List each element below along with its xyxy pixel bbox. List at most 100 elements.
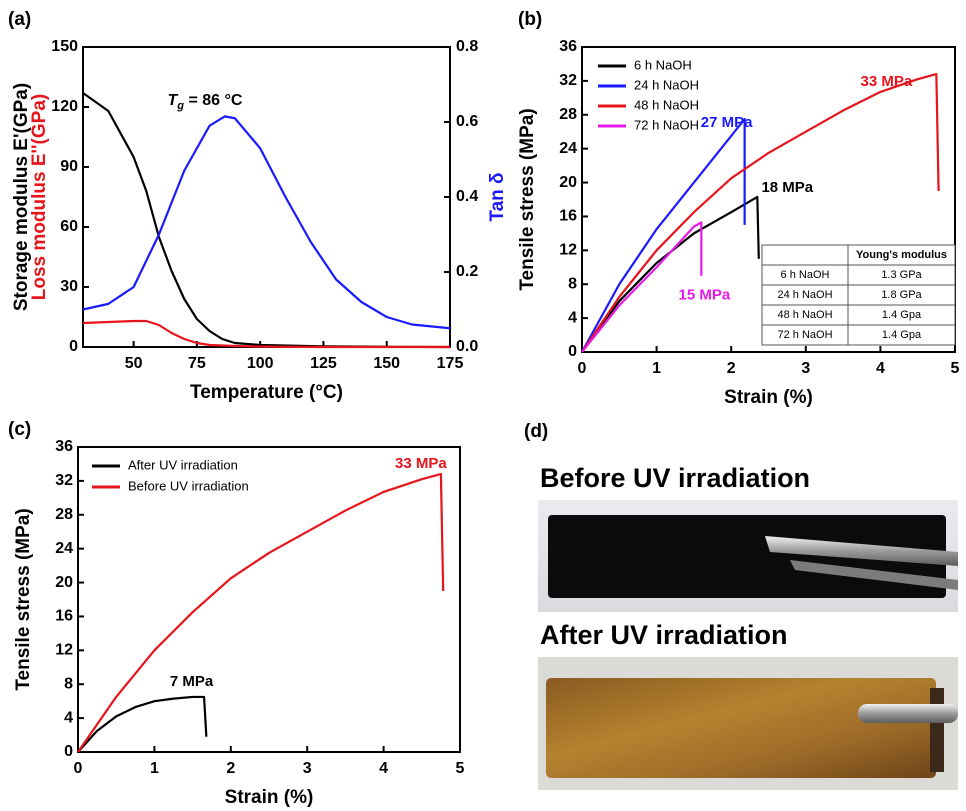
table-cell: 1.3 GPa [881, 269, 922, 281]
table-cell: 24 h NaOH [777, 289, 832, 301]
annotation-symbol: T [168, 92, 179, 109]
x-tick-label: 4 [379, 760, 388, 777]
peak-label: 27 MPa [701, 114, 753, 131]
y2-axis-label: Tan δ [487, 172, 508, 221]
y-tick-label: 90 [60, 158, 78, 175]
x-tick-label: 125 [310, 355, 337, 372]
series-line [581, 117, 746, 353]
y-tick-label: 60 [60, 218, 78, 235]
peak-label: 18 MPa [761, 179, 813, 196]
peak-label: 15 MPa [679, 286, 731, 303]
annotation: Tg = 86 °C [168, 92, 243, 112]
x-tick-label: 0 [74, 760, 83, 777]
series-line [82, 92, 451, 349]
x-tick-label: 2 [226, 760, 235, 777]
y-tick-label: 0 [568, 343, 577, 360]
panel-label: (c) [8, 419, 31, 440]
panel-label: (a) [8, 9, 31, 30]
table-cell: 6 h NaOH [781, 269, 830, 281]
x-tick-label: 0 [578, 360, 587, 377]
annotation-subscript: g [176, 100, 184, 112]
photo-after [538, 657, 958, 790]
x-tick-label: 3 [303, 760, 312, 777]
x-tick-label: 5 [456, 760, 465, 777]
y-tick-label: 0 [64, 743, 73, 760]
y-tick-label: 120 [51, 98, 78, 115]
y2-tick-label: 0.2 [456, 263, 478, 280]
y-tick-label: 24 [55, 540, 73, 557]
panel-label: (d) [524, 421, 548, 442]
legend-label: After UV irradiation [128, 457, 238, 472]
y-tick-label: 16 [559, 208, 577, 225]
peak-label: 33 MPa [395, 455, 447, 472]
y-tick-label: 30 [60, 278, 78, 295]
x-tick-label: 1 [652, 360, 661, 377]
series-line [82, 115, 451, 330]
series-line [77, 695, 208, 753]
y-axis-label: Storage modulus E'(GPa) [11, 83, 32, 311]
plot-frame [82, 46, 451, 348]
series-line [77, 473, 445, 753]
x-tick-label: 4 [876, 360, 885, 377]
y-tick-label: 24 [559, 140, 577, 157]
legend-label: 48 h NaOH [634, 97, 699, 112]
series-line [581, 73, 940, 353]
legend-label: 24 h NaOH [634, 77, 699, 92]
y2-tick-label: 0.0 [456, 338, 478, 355]
annotation-text: = 86 °C [184, 92, 243, 109]
series-line [581, 221, 703, 353]
y-tick-label: 36 [55, 438, 73, 455]
y-tick-label: 0 [69, 338, 78, 355]
y-tick-label: 4 [568, 309, 577, 326]
panel-label: (b) [518, 9, 542, 30]
y-tick-label: 12 [559, 242, 577, 259]
photo-caption: After UV irradiation [540, 620, 788, 650]
x-tick-label: 3 [801, 360, 810, 377]
y2-tick-label: 0.6 [456, 113, 478, 130]
legend-label: Before UV irradiation [128, 478, 249, 493]
y2-tick-label: 0.4 [456, 188, 478, 205]
legend-label: 6 h NaOH [634, 57, 692, 72]
x-tick-label: 175 [437, 355, 464, 372]
y-axis-label: Tensile stress (MPa) [517, 108, 538, 290]
x-tick-label: 50 [125, 355, 143, 372]
y-tick-label: 28 [55, 506, 73, 523]
y-tick-label: 32 [55, 472, 73, 489]
table-cell: 1.4 Gpa [882, 309, 922, 321]
y-axis-label: Loss modulus E''(GPa) [29, 94, 50, 300]
table-cell: 72 h NaOH [777, 329, 832, 341]
y2-tick-label: 0.8 [456, 38, 478, 55]
photo-before [538, 500, 958, 612]
plot-frame [581, 46, 956, 353]
y-tick-label: 28 [559, 106, 577, 123]
y-tick-label: 150 [51, 38, 78, 55]
y-tick-label: 20 [559, 174, 577, 191]
x-axis-label: Strain (%) [724, 387, 813, 408]
y-axis-label: Tensile stress (MPa) [13, 508, 34, 690]
series-line [581, 195, 760, 353]
y-tick-label: 8 [64, 675, 73, 692]
y-tick-label: 36 [559, 38, 577, 55]
peak-label: 33 MPa [860, 73, 912, 90]
y-tick-label: 16 [55, 608, 73, 625]
table-cell: 1.4 Gpa [882, 329, 922, 341]
plot-frame [77, 446, 461, 753]
y-tick-label: 4 [64, 709, 73, 726]
x-axis-label: Strain (%) [225, 787, 314, 808]
x-tick-label: 1 [150, 760, 159, 777]
x-tick-label: 5 [951, 360, 960, 377]
table-cell: 1.8 GPa [881, 289, 922, 301]
y-tick-label: 8 [568, 275, 577, 292]
series-line [82, 319, 450, 349]
table-header: Young's modulus [856, 249, 947, 261]
x-tick-label: 150 [373, 355, 400, 372]
x-tick-label: 75 [188, 355, 206, 372]
peak-label: 7 MPa [170, 673, 214, 690]
legend-label: 72 h NaOH [634, 117, 699, 132]
table-cell: 48 h NaOH [777, 309, 832, 321]
x-tick-label: 100 [247, 355, 274, 372]
x-tick-label: 2 [727, 360, 736, 377]
y-tick-label: 32 [559, 72, 577, 89]
x-axis-label: Temperature (°C) [190, 382, 343, 403]
